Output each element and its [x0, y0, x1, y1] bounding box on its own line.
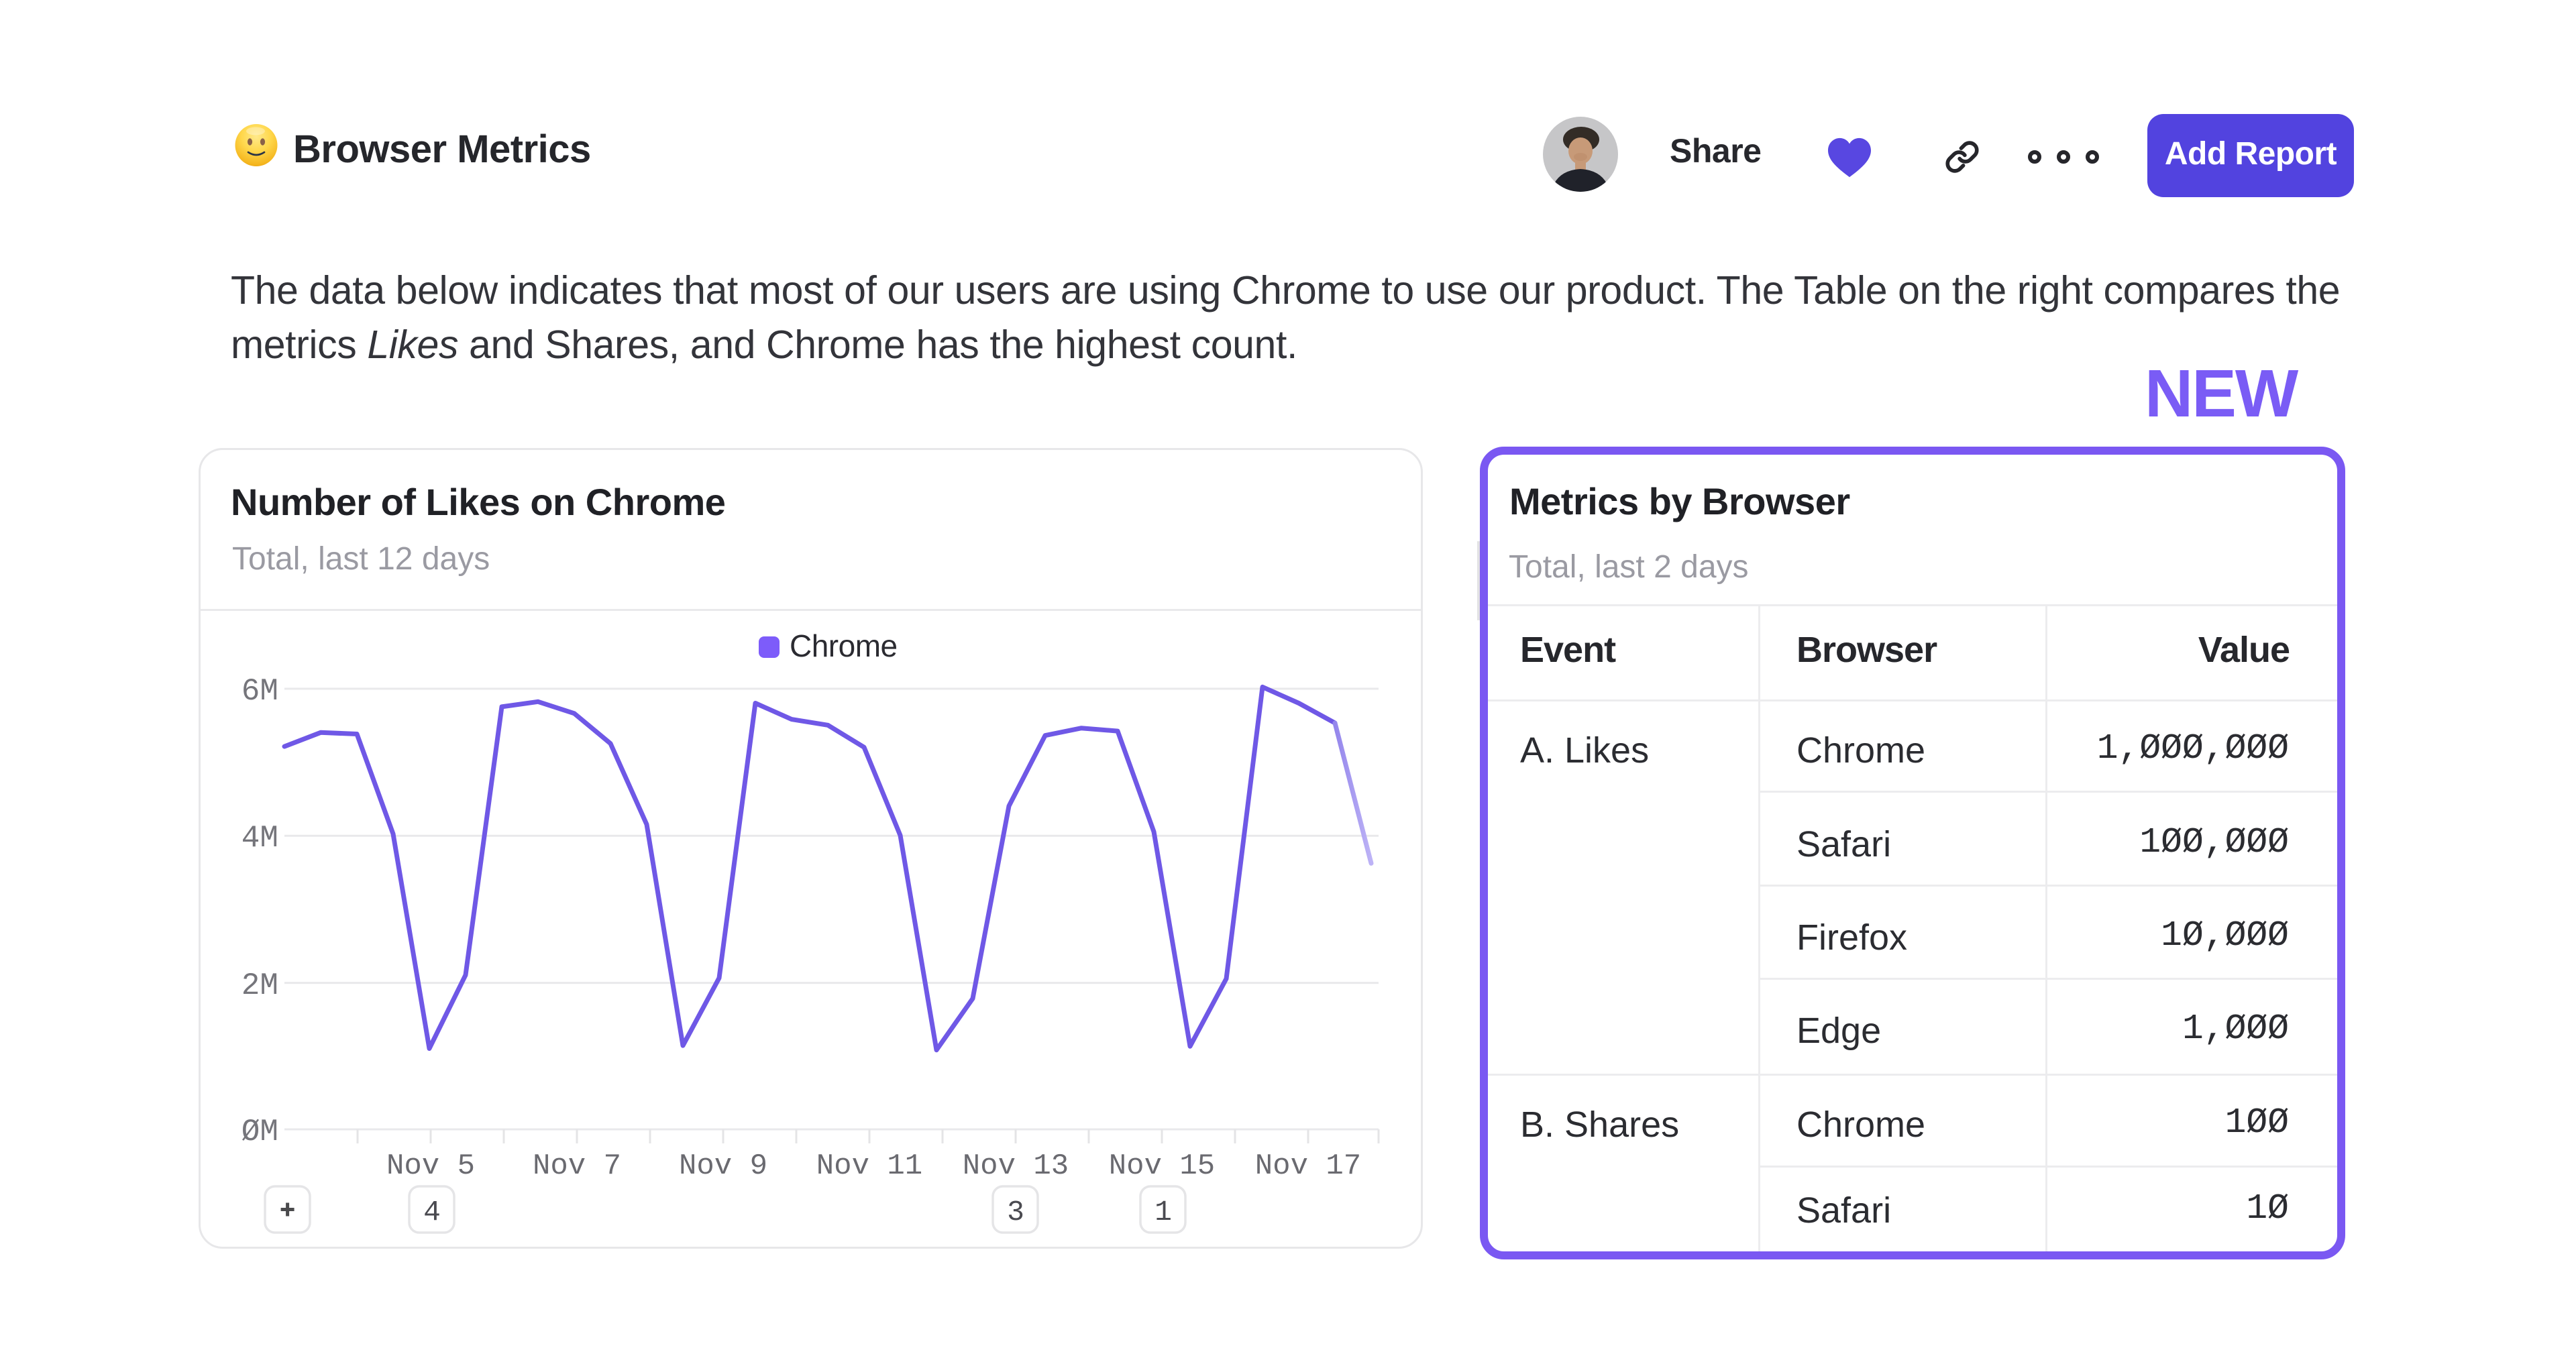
svg-text:Chrome: Chrome: [790, 628, 898, 663]
svg-text:Nov 17: Nov 17: [1255, 1149, 1361, 1183]
svg-text:1: 1: [1155, 1196, 1172, 1229]
svg-text:Nov 13: Nov 13: [963, 1149, 1069, 1183]
svg-text:ØM: ØM: [241, 1115, 278, 1149]
svg-text:Nov 11: Nov 11: [816, 1149, 922, 1183]
svg-text:Nov 5: Nov 5: [386, 1149, 475, 1183]
svg-text:Nov 15: Nov 15: [1109, 1149, 1215, 1183]
svg-text:6M: 6M: [241, 674, 278, 709]
svg-text:2M: 2M: [241, 968, 278, 1003]
svg-text:4M: 4M: [241, 821, 278, 856]
svg-text:4: 4: [423, 1196, 441, 1229]
svg-text:3: 3: [1007, 1196, 1024, 1229]
svg-text:Nov 9: Nov 9: [679, 1149, 767, 1183]
svg-text:Nov 7: Nov 7: [533, 1149, 621, 1183]
